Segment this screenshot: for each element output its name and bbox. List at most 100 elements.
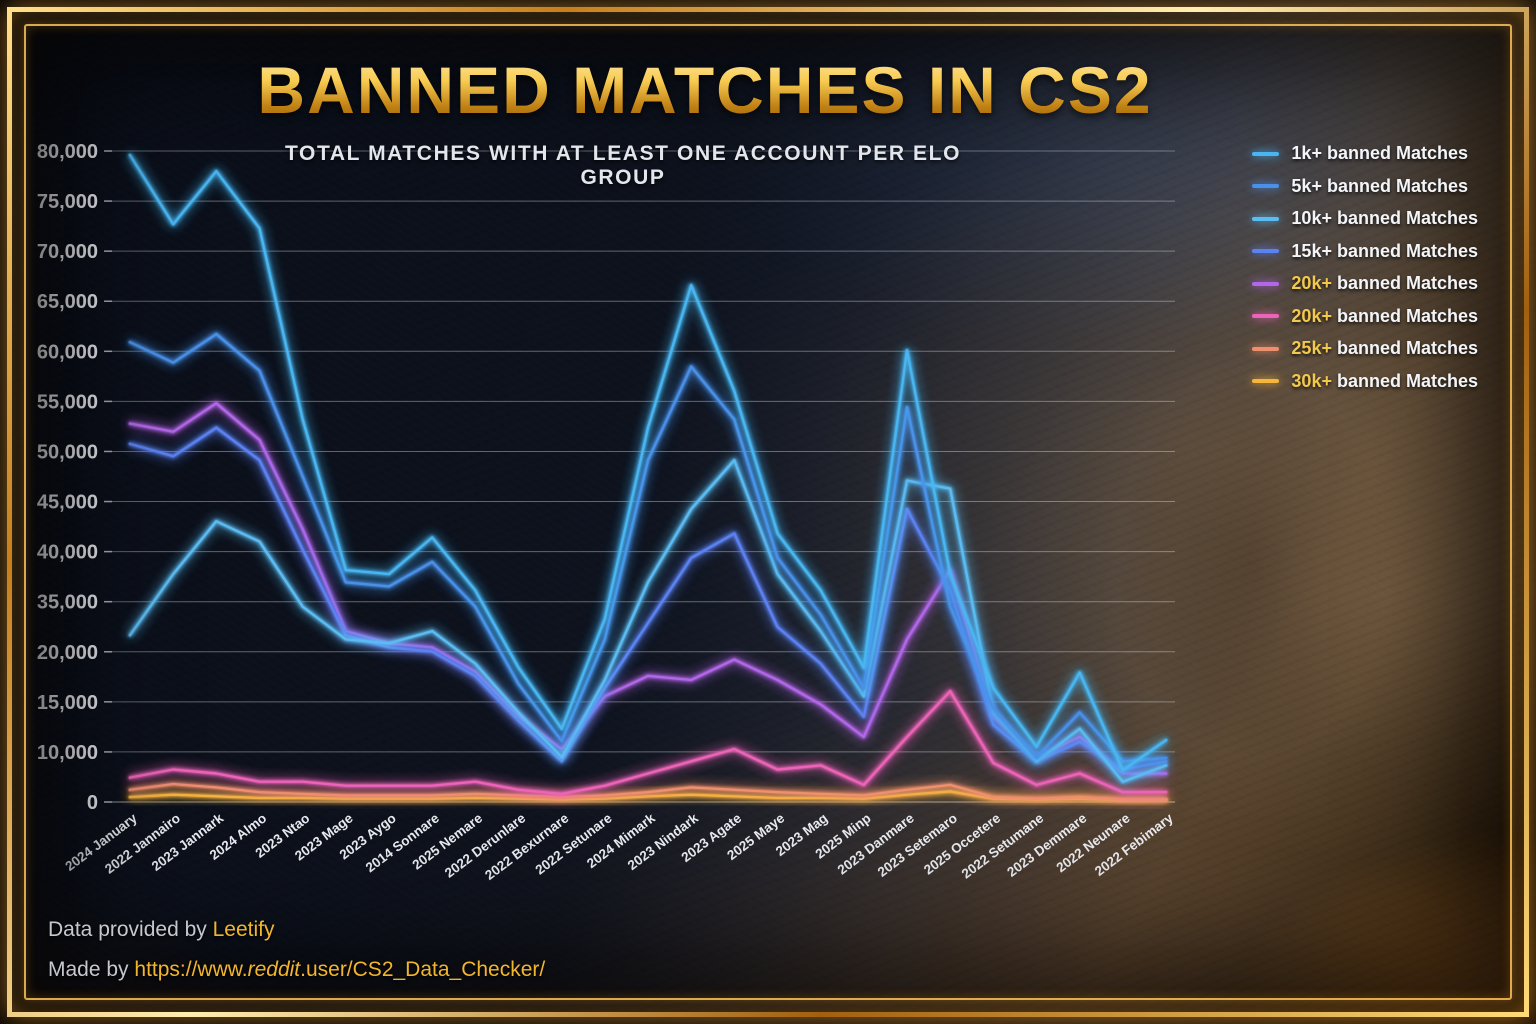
y-tick-label: 15,000 xyxy=(37,692,98,714)
y-axis-labels: 80,000 75,000 70,000 65,000 60,000 55,000 50,0… xyxy=(37,141,112,814)
series-halo-20k+ banned Matches (2) xyxy=(127,689,1169,797)
legend-item: 20k+ banned Matches xyxy=(1252,306,1478,327)
series-line-20k+ banned Matches (2) xyxy=(128,690,1168,796)
x-tick-label: 2024 Almo xyxy=(207,810,270,862)
legend-range: 5k+ xyxy=(1291,175,1327,196)
legend-label: 10k+ banned Matches xyxy=(1291,208,1478,229)
legend-swatch-icon xyxy=(1252,216,1280,221)
x-tick-label: 2023 Jannark xyxy=(149,810,227,874)
x-tick-label: 2022 Neunare xyxy=(1053,810,1133,875)
legend-label: 1k+ banned Matches xyxy=(1291,143,1468,164)
series-halo-5k+ banned Matches xyxy=(127,331,1169,764)
y-tick-label: 40,000 xyxy=(37,542,98,564)
x-tick-label: 2025 Occetere xyxy=(921,810,1004,877)
footer: Data provided by Leetify Made by https:/… xyxy=(48,910,545,990)
series-line-25k+ banned Matches xyxy=(128,782,1168,801)
legend-item: 1k+ banned Matches xyxy=(1252,143,1478,164)
x-tick-label: 2022 Setumane xyxy=(959,810,1047,881)
legend-label: 5k+ banned Matches xyxy=(1291,176,1468,197)
series-line-20k+ banned Matches xyxy=(128,402,1168,775)
y-tick-label: 80,000 xyxy=(37,141,98,163)
footer-madeby-line: Made by https://www.reddit.user/CS2_Data… xyxy=(48,950,545,990)
legend-swatch-icon xyxy=(1252,151,1280,156)
y-tick-label: 0 xyxy=(87,792,98,814)
x-tick-label: 2022 Jannairo xyxy=(102,810,183,876)
x-tick-label: 2024 Mimark xyxy=(584,810,658,871)
series-line-15k+ banned Matches xyxy=(128,426,1168,771)
legend-range: 25k+ xyxy=(1291,338,1337,358)
x-tick-label: 2023 Danmare xyxy=(835,810,918,877)
y-tick-label: 10,000 xyxy=(37,742,98,764)
x-tick-label: 2023 Agate xyxy=(679,810,745,865)
legend-swatch-icon xyxy=(1252,281,1280,286)
legend-range: 20k+ xyxy=(1291,273,1337,293)
x-tick-label: 2022 Febimary xyxy=(1092,810,1176,879)
y-tick-label: 75,000 xyxy=(37,191,98,213)
legend-label: 15k+ banned Matches xyxy=(1291,241,1478,262)
x-tick-label: 2022 Bexurnare xyxy=(482,810,572,883)
y-tick-label: 60,000 xyxy=(37,341,98,363)
x-tick-label: 2023 Mag xyxy=(773,810,831,859)
legend-text: banned Matches xyxy=(1336,208,1478,228)
footer-credit-prefix: Data provided by xyxy=(48,918,213,941)
legend-label: 20k+ banned Matches xyxy=(1291,273,1478,294)
legend-swatch-icon xyxy=(1252,249,1280,253)
x-tick-label: 2023 Aygo xyxy=(337,810,399,862)
series-halo-30k+ banned Matches xyxy=(127,789,1169,803)
legend-range: 10k+ xyxy=(1291,208,1337,228)
footer-credit-line: Data provided by Leetify xyxy=(48,910,545,950)
x-tick-label: 2025 Minp xyxy=(812,810,873,861)
legend-item: 10k+ banned Matches xyxy=(1252,208,1478,229)
series-halo-15k+ banned Matches xyxy=(127,425,1169,772)
series-halo-25k+ banned Matches xyxy=(127,781,1169,802)
legend-text: banned Matches xyxy=(1326,143,1468,163)
legend-swatch-icon xyxy=(1252,184,1280,188)
page-subtitle: TOTAL MATCHES WITH AT LEAST ONE ACCOUNT … xyxy=(284,142,962,189)
series-halo-10k+ banned Matches xyxy=(127,457,1169,784)
legend-item: 20k+ banned Matches xyxy=(1252,273,1478,294)
chart-legend: 1k+ banned Matches 5k+ banned Matches 10k+… xyxy=(1252,143,1478,392)
legend-label: 30k+ banned Matches xyxy=(1291,371,1478,392)
series-halo-20k+ banned Matches xyxy=(127,401,1169,776)
legend-range: 1k+ xyxy=(1291,143,1327,163)
x-tick-label: 2023 Mage xyxy=(292,810,356,863)
y-tick-label: 35,000 xyxy=(37,592,98,614)
y-tick-label: 20,000 xyxy=(37,642,98,664)
legend-text: banned Matches xyxy=(1336,370,1478,391)
legend-text: banned Matches xyxy=(1336,240,1478,261)
reddit-link[interactable]: https://www.reddit.user/CS2_Data_Checker… xyxy=(134,958,546,981)
x-tick-label: 2023 Nindark xyxy=(625,810,702,873)
series-halo-1k+ banned Matches xyxy=(127,152,1169,773)
legend-item: 25k+ banned Matches xyxy=(1252,338,1478,359)
legend-range: 15k+ xyxy=(1291,240,1337,261)
legend-range: 20k+ xyxy=(1291,305,1337,326)
series-line-10k+ banned Matches xyxy=(128,459,1168,783)
series-line-5k+ banned Matches xyxy=(128,332,1168,763)
series-line-1k+ banned Matches xyxy=(128,153,1168,772)
series-lines xyxy=(127,152,1169,803)
y-tick-label: 70,000 xyxy=(37,241,98,263)
x-tick-label: 2014 Sonnare xyxy=(363,810,443,875)
legend-swatch-icon xyxy=(1252,346,1280,351)
y-tick-label: 45,000 xyxy=(37,492,98,514)
x-tick-label: 2025 Maye xyxy=(724,810,787,863)
footer-madeby-prefix: Made by xyxy=(48,958,135,981)
series-line-30k+ banned Matches xyxy=(128,790,1168,802)
x-tick-label: 2024 January xyxy=(62,810,140,874)
legend-label: 20k+ banned Matches xyxy=(1291,306,1478,327)
legend-swatch-icon xyxy=(1252,314,1280,318)
x-tick-label: 2023 Demmare xyxy=(1004,810,1090,880)
y-tick-label: 50,000 xyxy=(37,441,98,463)
legend-text: banned Matches xyxy=(1326,175,1468,196)
x-tick-label: 2023 Ntao xyxy=(252,810,312,860)
legend-item: 30k+ banned Matches xyxy=(1252,371,1478,392)
y-tick-label: 55,000 xyxy=(37,391,98,413)
legend-text: banned Matches xyxy=(1336,338,1478,358)
legend-swatch-icon xyxy=(1252,379,1280,383)
leetify-link[interactable]: Leetify xyxy=(212,918,275,941)
page-title: BANNED MATCHES IN CS2 xyxy=(180,52,1230,128)
x-tick-label: 2023 Setemaro xyxy=(875,810,960,879)
legend-range: 30k+ xyxy=(1291,370,1337,391)
